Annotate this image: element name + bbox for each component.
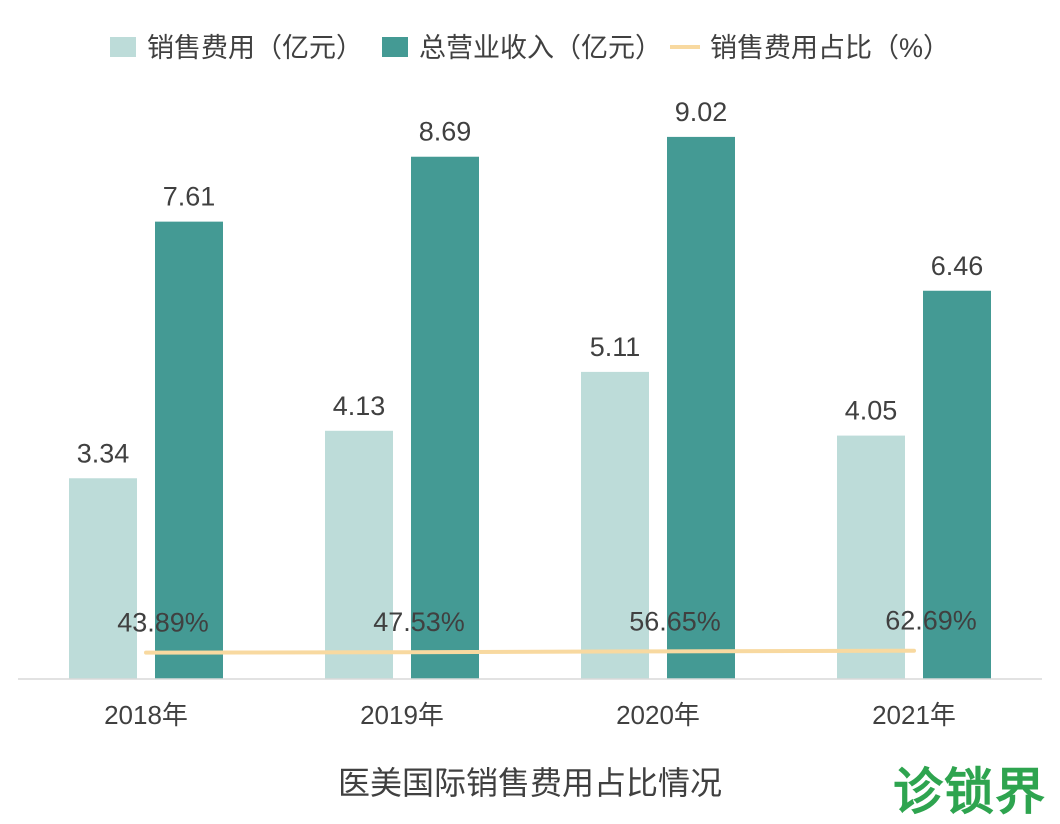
value-label-sales-expense-0: 3.34 [77, 438, 130, 468]
bar-total-revenue-3 [923, 290, 991, 679]
value-label-sales-expense-2: 5.11 [590, 332, 641, 362]
bar-total-revenue-0 [155, 221, 223, 680]
bar-total-revenue-2 [667, 136, 735, 679]
x-tick-0: 2018年 [104, 700, 188, 730]
ratio-line-path [144, 648, 916, 655]
ratio-label-0: 43.89% [117, 608, 209, 638]
value-label-total-revenue-2: 9.02 [675, 97, 728, 127]
value-label-sales-expense-3: 4.05 [845, 396, 898, 426]
watermark-logo: 诊锁界 [893, 763, 1046, 821]
legend: 销售费用（亿元） 总营业收入（亿元） 销售费用占比（%） [110, 33, 950, 63]
value-label-total-revenue-1: 8.69 [419, 117, 472, 147]
ratio-label-1: 47.53% [373, 607, 465, 637]
x-tick-labels: 2018年 2019年 2020年 2021年 [104, 700, 956, 730]
x-tick-3: 2021年 [872, 700, 956, 730]
legend-label-1: 总营业收入（亿元） [419, 33, 662, 63]
x-tick-1: 2019年 [360, 700, 444, 730]
value-label-total-revenue-0: 7.61 [163, 182, 216, 212]
bar-total-revenue-1 [411, 156, 479, 679]
bars [69, 136, 991, 680]
data-labels: 3.34 7.61 4.13 8.69 5.11 9.02 4.05 6.46 43.89% 47… [77, 97, 984, 638]
legend-swatch-0 [110, 37, 136, 57]
value-label-total-revenue-3: 6.46 [931, 251, 984, 281]
bar-sales-expense-0 [69, 478, 137, 679]
x-tick-2: 2020年 [616, 700, 700, 730]
ratio-label-2: 56.65% [629, 606, 721, 636]
bar-sales-expense-1 [325, 430, 393, 679]
ratio-line [144, 648, 916, 655]
legend-label-2: 销售费用占比（%） [710, 33, 950, 63]
bar-sales-expense-2 [581, 371, 649, 679]
ratio-label-3: 62.69% [885, 606, 977, 636]
bar-sales-expense-3 [837, 435, 905, 679]
legend-label-0: 销售费用（亿元） [147, 33, 363, 63]
chart-caption: 医美国际销售费用占比情况 [337, 765, 722, 801]
value-label-sales-expense-1: 4.13 [333, 391, 386, 421]
legend-swatch-1 [382, 37, 408, 57]
